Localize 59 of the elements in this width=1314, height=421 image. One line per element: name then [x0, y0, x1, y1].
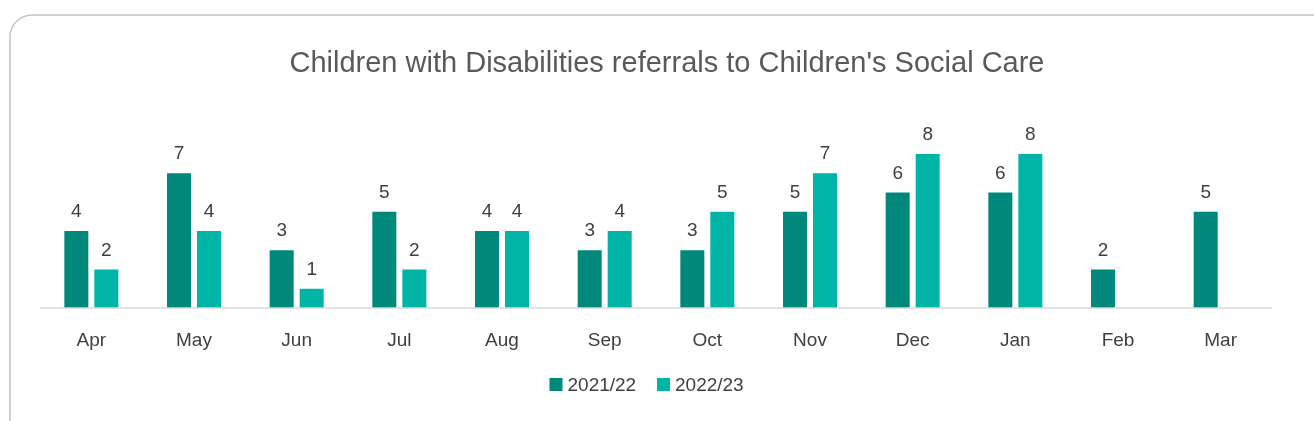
bar [197, 231, 221, 308]
x-tick-label: Feb [1101, 329, 1135, 350]
data-label: 5 [379, 180, 390, 202]
bar [680, 250, 705, 308]
bar [94, 269, 119, 308]
data-label: 3 [687, 219, 698, 241]
bar [783, 211, 807, 308]
data-label: 2 [409, 238, 420, 260]
data-label: 4 [203, 200, 215, 221]
bar [813, 173, 837, 308]
x-tick-label: Mar [1204, 329, 1238, 350]
data-label: 4 [511, 200, 523, 221]
x-tick-label: Aug [485, 329, 519, 350]
data-label: 6 [995, 161, 1006, 183]
bar [475, 231, 499, 308]
bar [885, 192, 910, 308]
data-label: 4 [614, 200, 626, 221]
x-tick-label: Sep [587, 329, 622, 350]
chart-title: Children with Disabilities referrals to Children's Social Care [289, 46, 1045, 78]
bar [64, 231, 89, 308]
data-label: 1 [306, 257, 317, 279]
data-label: 4 [481, 200, 493, 221]
data-label: 5 [789, 180, 801, 202]
legend-label: 2021/22 [567, 374, 637, 395]
bar [1193, 211, 1218, 308]
data-label: 7 [173, 142, 185, 164]
bar [1018, 154, 1043, 308]
bar [269, 250, 294, 308]
x-tick-label: May [176, 329, 213, 350]
bar [372, 211, 397, 308]
data-label: 3 [276, 219, 287, 241]
x-tick-label: Jul [387, 329, 412, 350]
data-label: 4 [71, 200, 83, 221]
x-tick-label: Jun [281, 329, 312, 350]
bar [299, 288, 324, 308]
data-label: 5 [717, 180, 728, 202]
bar [402, 269, 427, 308]
data-label: 2 [101, 238, 112, 260]
bar [607, 231, 632, 308]
data-label: 7 [819, 142, 831, 164]
data-label: 8 [922, 123, 933, 144]
x-tick-label: Apr [76, 329, 107, 350]
data-label: 8 [1025, 123, 1036, 144]
x-tick-label: Oct [692, 329, 723, 350]
legend-label: 2022/23 [675, 374, 744, 395]
bar [710, 211, 735, 308]
x-tick-label: Dec [895, 329, 930, 350]
bar [915, 154, 940, 308]
data-label: 6 [892, 161, 903, 183]
x-tick-label: Jan [1000, 329, 1031, 350]
bar [577, 250, 602, 308]
bar [505, 231, 529, 308]
bar [167, 173, 191, 308]
data-label: 2 [1097, 238, 1109, 260]
bar [988, 192, 1013, 308]
bar [1091, 269, 1115, 308]
x-tick-label: Nov [793, 329, 828, 350]
data-label: 3 [584, 219, 595, 241]
data-label: 5 [1200, 180, 1211, 202]
